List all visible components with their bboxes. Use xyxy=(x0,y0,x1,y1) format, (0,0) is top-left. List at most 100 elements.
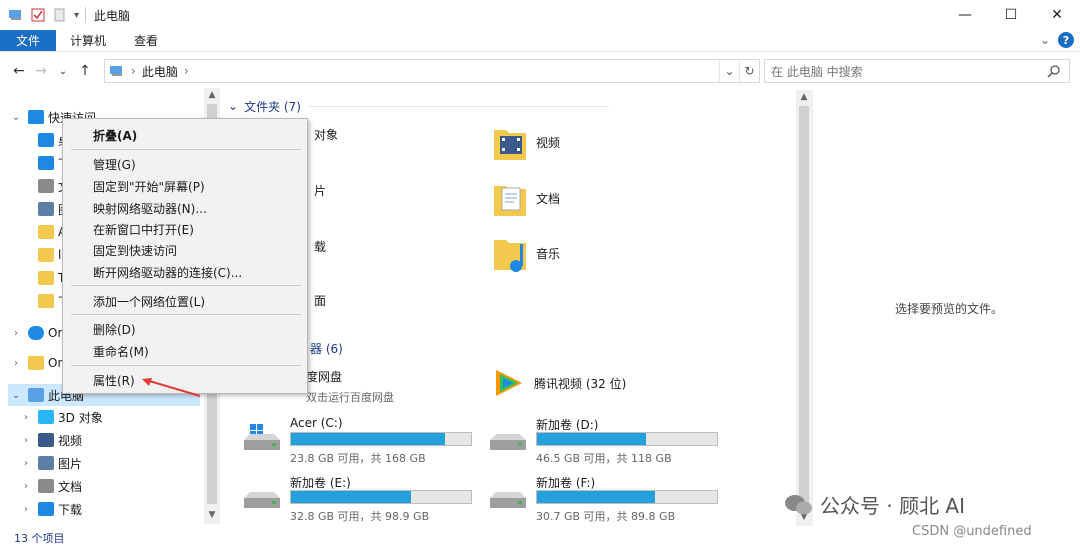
tab-computer[interactable]: 计算机 xyxy=(70,34,107,48)
quick-access-dropdown[interactable]: ▾ xyxy=(74,9,80,21)
nav-item-label: On xyxy=(48,326,66,340)
drive-capacity: 30.7 GB 可用，共 89.8 GB xyxy=(536,510,676,523)
nav-expand-chevron[interactable]: ⌄ xyxy=(11,111,21,123)
scroll-up-arrow[interactable]: ▲ xyxy=(208,90,216,100)
tencent-video-item[interactable]: 腾讯视频 (32 位) xyxy=(492,366,626,400)
ribbon-expand-button[interactable]: ⌄ xyxy=(1039,33,1050,47)
nav-item[interactable]: › 3D 对象 xyxy=(18,406,200,428)
window-title: 此电脑 xyxy=(94,8,131,23)
close-button[interactable]: ✕ xyxy=(1051,7,1063,23)
folder-tile[interactable]: 面 xyxy=(306,292,326,309)
address-chevron[interactable]: › xyxy=(131,64,136,78)
picture-icon xyxy=(38,202,54,216)
new-folder-icon[interactable] xyxy=(52,7,68,23)
content-scrollbar[interactable]: ▲ ▼ xyxy=(796,90,812,526)
address-location[interactable]: 此电脑 xyxy=(141,64,178,79)
ribbon: 文件 计算机 查看 ⌄ ? xyxy=(0,30,1080,52)
nav-expand-chevron[interactable]: ⌄ xyxy=(11,389,21,401)
context-menu-item[interactable]: 管理(G) xyxy=(93,158,136,172)
refresh-button[interactable]: ↻ xyxy=(739,60,759,82)
folders-group-title: 文件夹 (7) xyxy=(244,99,301,114)
folder-icon xyxy=(38,225,54,239)
drive-tile[interactable]: 新加卷 (D:) 46.5 GB 可用，共 118 GB xyxy=(488,416,728,466)
drive-usage-bar xyxy=(290,490,472,504)
star-icon xyxy=(28,110,44,124)
tab-file[interactable]: 文件 xyxy=(0,30,56,51)
csdn-watermark: CSDN @undefined xyxy=(912,524,1032,539)
address-dropdown-button[interactable]: ⌄ xyxy=(719,60,739,82)
context-menu-item[interactable]: 添加一个网络位置(L) xyxy=(93,295,206,309)
devices-group-title: 器 (6) xyxy=(310,341,343,356)
document-icon xyxy=(38,179,54,193)
back-button[interactable]: ← xyxy=(13,63,25,79)
nav-item[interactable]: › 文档 xyxy=(18,475,200,497)
context-menu-item[interactable]: 固定到快速访问 xyxy=(93,244,178,258)
drive-usage-fill xyxy=(291,491,412,503)
help-button[interactable]: ? xyxy=(1058,32,1074,48)
address-row: ← → ⌄ ↑ › 此电脑 › ⌄ ↻ 在 此电脑 中搜索 xyxy=(0,56,1080,86)
scroll-up-arrow[interactable]: ▲ xyxy=(800,92,808,102)
drive-capacity: 32.8 GB 可用，共 98.9 GB xyxy=(290,510,430,523)
nav-item[interactable]: › On xyxy=(8,322,200,344)
folder-tile[interactable]: 载 xyxy=(306,238,326,255)
baidu-netdisk-item[interactable]: 度网盘 双击运行百度网盘 xyxy=(306,368,394,405)
nav-expand-chevron[interactable]: › xyxy=(24,434,28,446)
address-chevron-end[interactable]: › xyxy=(183,64,189,78)
nav-item[interactable]: › 图片 xyxy=(18,452,200,474)
nav-expand-chevron[interactable]: › xyxy=(14,327,18,339)
context-menu-item[interactable]: 属性(R) xyxy=(93,374,135,388)
context-menu-separator xyxy=(71,314,301,315)
folder-tile[interactable]: 音乐 xyxy=(492,232,560,274)
folder-tile[interactable]: 对象 xyxy=(306,126,338,143)
nav-item[interactable]: › On xyxy=(8,352,200,374)
hard-drive-icon xyxy=(244,492,280,508)
drive-tile[interactable]: Acer (C:) 23.8 GB 可用，共 168 GB xyxy=(242,416,482,466)
folder-tile[interactable]: 文档 xyxy=(492,178,560,218)
folders-group-header[interactable]: ⌄ 文件夹 (7) xyxy=(228,96,609,116)
drive-tile[interactable]: 新加卷 (F:) 30.7 GB 可用，共 89.8 GB xyxy=(488,474,728,524)
properties-check-icon[interactable] xyxy=(30,7,46,23)
nav-expand-chevron[interactable]: › xyxy=(24,480,28,492)
nav-item[interactable]: › 下载 xyxy=(18,498,200,520)
maximize-button[interactable]: ☐ xyxy=(1004,7,1018,23)
address-bar[interactable]: › 此电脑 › ⌄ ↻ xyxy=(104,59,760,83)
context-menu-item[interactable]: 映射网络驱动器(N)... xyxy=(93,202,207,216)
drive-usage-bar xyxy=(536,432,718,446)
tab-view[interactable]: 查看 xyxy=(134,34,159,48)
up-button[interactable]: ↑ xyxy=(79,63,91,79)
search-icon[interactable] xyxy=(1047,64,1061,78)
forward-button[interactable]: → xyxy=(35,63,47,79)
context-menu-item[interactable]: 重命名(M) xyxy=(93,345,149,359)
scroll-thumb[interactable] xyxy=(799,106,809,510)
context-menu-item[interactable]: 固定到"开始"屏幕(P) xyxy=(93,180,205,194)
recent-locations-button[interactable]: ⌄ xyxy=(58,65,68,77)
title-separator xyxy=(85,7,87,23)
nav-item[interactable]: › 视频 xyxy=(18,429,200,451)
context-menu-item[interactable]: 折叠(A) xyxy=(93,129,138,143)
group-divider xyxy=(308,105,609,107)
context-menu-separator xyxy=(71,365,301,366)
folder-tile[interactable]: 视频 xyxy=(492,122,560,162)
group-chevron[interactable]: ⌄ xyxy=(228,99,239,113)
annotation-arrow xyxy=(142,378,201,397)
search-box[interactable]: 在 此电脑 中搜索 xyxy=(764,59,1070,83)
nav-item-label: 视频 xyxy=(58,433,83,448)
nav-expand-chevron[interactable]: › xyxy=(14,357,18,369)
devices-group-header[interactable]: 器 (6) xyxy=(310,338,343,358)
minimize-button[interactable]: — xyxy=(958,7,972,23)
folder-tile[interactable]: 片 xyxy=(306,182,326,199)
computer-icon[interactable] xyxy=(8,7,24,23)
nav-expand-chevron[interactable]: › xyxy=(24,411,28,423)
drive-tile[interactable]: 新加卷 (E:) 32.8 GB 可用，共 98.9 GB xyxy=(242,474,482,524)
context-menu-item[interactable]: 删除(D) xyxy=(93,323,136,337)
nav-expand-chevron[interactable]: › xyxy=(24,503,28,515)
quick-access-toolbar: ▾ xyxy=(0,7,79,23)
context-menu-item[interactable]: 断开网络驱动器的连接(C)... xyxy=(93,266,243,280)
hard-drive-icon xyxy=(490,434,526,450)
scroll-down-arrow[interactable]: ▼ xyxy=(208,510,216,520)
scroll-down-arrow[interactable]: ▼ xyxy=(800,512,808,522)
computer-icon xyxy=(110,66,122,76)
folder-icon xyxy=(38,248,54,262)
context-menu-item[interactable]: 在新窗口中打开(E) xyxy=(93,223,194,237)
nav-expand-chevron[interactable]: › xyxy=(24,457,28,469)
